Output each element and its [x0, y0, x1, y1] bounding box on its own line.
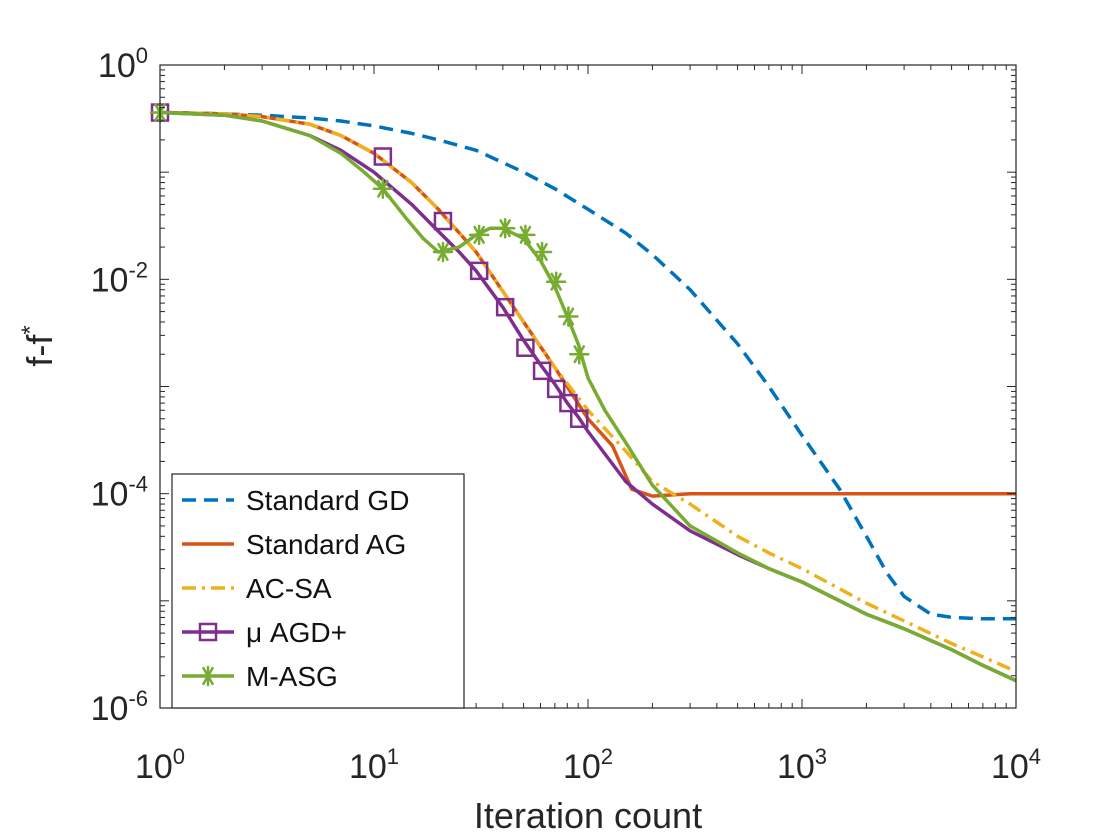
- legend-box: [171, 473, 465, 709]
- series-layer: [149, 102, 1017, 683]
- series-marker-3-7: [546, 379, 566, 399]
- legend-marker: [198, 622, 218, 642]
- series-marker-3-5: [516, 338, 535, 357]
- series-marker-4-2: [432, 241, 454, 263]
- series-marker-4-7: [545, 271, 567, 292]
- x-axis-label: Iteration count: [474, 795, 702, 836]
- y-tick-label: 100: [98, 43, 148, 85]
- series-marker-3-9: [569, 409, 589, 429]
- series-marker-4-9: [568, 343, 590, 365]
- series-marker-3-6: [532, 361, 552, 381]
- y-tick-label: 10-4: [91, 472, 148, 514]
- x-tick-label: 102: [563, 744, 613, 786]
- series-marker-3-1: [373, 147, 393, 166]
- legend-label: AC-SA: [246, 573, 332, 604]
- y-axis-label: f-f*: [17, 325, 60, 366]
- series-marker-4-6: [531, 241, 553, 263]
- axes-frame: [159, 64, 1017, 709]
- series-marker-4-4: [494, 217, 516, 239]
- series-marker-3-8: [559, 393, 578, 413]
- legend-label: M-ASG: [246, 661, 338, 692]
- series-marker-3-2: [433, 211, 453, 231]
- y-tick-label: 10-2: [91, 257, 148, 299]
- series-marker-3-4: [495, 297, 515, 317]
- series-marker-4-5: [515, 224, 536, 246]
- legend-label: μ AGD+: [246, 617, 347, 648]
- legend-label: Standard GD: [246, 485, 409, 516]
- x-tick-label: 103: [777, 744, 827, 786]
- series-marker-4-1: [372, 178, 394, 200]
- legend-marker: [197, 665, 219, 687]
- legend-entry-1: Standard AG: [182, 529, 406, 560]
- x-tick-label: 101: [349, 744, 399, 786]
- legend-entry-2: AC-SA: [182, 573, 332, 604]
- legend-label: Standard AG: [246, 529, 406, 560]
- legend-entry-3: μ AGD+: [182, 617, 347, 648]
- tick-labels: 100 101 102 103 104 100 10-2 10-4 10-6: [91, 43, 1041, 786]
- series-line-0: [159, 110, 1016, 621]
- x-tick-label: 100: [135, 744, 185, 786]
- x-tick-label: 104: [991, 744, 1041, 786]
- legend-entry-4: M-ASG: [182, 661, 338, 692]
- series-marker-4-3: [468, 224, 490, 246]
- legend: Standard GD Standard AG AC-SA μ AGD+ M-ASG: [171, 473, 465, 709]
- legend-entry-0: Standard GD: [182, 485, 409, 516]
- series-line-4: [159, 110, 1017, 683]
- y-tick-label: 10-6: [91, 686, 148, 728]
- series-marker-4-8: [558, 306, 579, 327]
- series-marker-3-3: [469, 261, 489, 281]
